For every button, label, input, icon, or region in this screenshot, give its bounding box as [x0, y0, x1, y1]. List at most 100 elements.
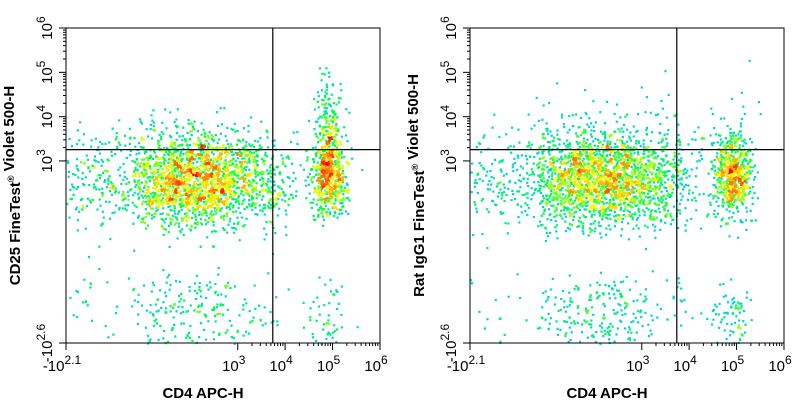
event-dot	[181, 217, 183, 219]
event-dot	[476, 146, 478, 148]
event-dot	[138, 173, 140, 175]
event-dot	[361, 169, 363, 171]
event-dot	[648, 200, 650, 202]
event-dot	[140, 163, 142, 165]
event-dot	[621, 127, 623, 129]
event-dot	[585, 197, 587, 199]
event-dot	[537, 190, 539, 192]
event-dot	[324, 73, 326, 75]
event-dot	[258, 172, 260, 174]
event-dot	[322, 186, 324, 188]
event-dot	[182, 185, 184, 187]
event-dot	[77, 169, 79, 171]
event-dot	[163, 158, 165, 160]
event-dot	[178, 180, 180, 182]
event-dot	[220, 194, 222, 196]
event-dot	[598, 222, 600, 224]
event-dot	[321, 201, 323, 203]
event-dot	[575, 114, 577, 116]
event-dot	[624, 313, 626, 315]
event-dot	[97, 161, 99, 163]
event-dot	[560, 158, 562, 160]
event-dot	[225, 295, 227, 297]
event-dot	[599, 194, 601, 196]
event-dot	[480, 151, 482, 153]
event-dot	[225, 194, 227, 196]
event-dot	[208, 143, 210, 145]
event-dot	[333, 112, 335, 114]
event-dot	[185, 179, 187, 181]
event-dot	[225, 153, 227, 155]
event-dot	[321, 208, 323, 210]
event-dot	[568, 115, 570, 117]
event-dot	[264, 189, 266, 191]
event-dot	[157, 171, 159, 173]
event-dot	[554, 145, 556, 147]
event-dot	[145, 228, 147, 230]
event-dot	[155, 318, 157, 320]
event-dot	[203, 329, 205, 331]
event-dot	[553, 137, 555, 139]
event-dot	[599, 111, 601, 113]
event-dot	[177, 306, 179, 308]
event-dot	[237, 186, 239, 188]
event-dot	[600, 237, 602, 239]
event-dot	[212, 136, 214, 138]
event-dot	[184, 213, 186, 215]
event-dot	[237, 331, 239, 333]
event-dot	[93, 183, 95, 185]
event-dot	[98, 246, 100, 248]
event-dot	[173, 316, 175, 318]
event-dot	[602, 133, 604, 135]
event-dot	[217, 169, 219, 171]
event-dot	[224, 169, 226, 171]
event-dot	[270, 176, 272, 178]
event-dot	[178, 157, 180, 159]
event-dot	[208, 194, 210, 196]
event-dot	[334, 114, 336, 116]
event-dot	[551, 173, 553, 175]
event-dot	[68, 176, 70, 178]
event-dot	[320, 205, 322, 207]
event-dot	[214, 175, 216, 177]
event-dot	[346, 140, 348, 142]
event-dot	[338, 101, 340, 103]
event-dot	[251, 185, 253, 187]
event-dot	[194, 158, 196, 160]
event-dot	[208, 155, 210, 157]
event-dot	[685, 230, 687, 232]
event-dot	[533, 156, 535, 158]
event-dot	[609, 143, 611, 145]
event-dot	[229, 175, 231, 177]
event-dot	[166, 200, 168, 202]
event-dot	[163, 234, 165, 236]
event-dot	[309, 316, 311, 318]
event-dot	[517, 216, 519, 218]
event-dot	[321, 79, 323, 81]
event-dot	[234, 171, 236, 173]
event-dot	[647, 226, 649, 228]
event-dot	[168, 183, 170, 185]
event-dot	[194, 203, 196, 205]
event-dot	[569, 129, 571, 131]
event-dot	[115, 312, 117, 314]
event-dot	[672, 158, 674, 160]
event-dot	[196, 203, 198, 205]
event-dot	[137, 181, 139, 183]
event-dot	[620, 235, 622, 237]
event-dot	[99, 153, 101, 155]
event-dot	[678, 179, 680, 181]
event-dot	[536, 152, 538, 154]
event-dot	[313, 161, 315, 163]
event-dot	[210, 188, 212, 190]
event-dot	[143, 187, 145, 189]
event-dot	[217, 157, 219, 159]
event-dot	[224, 159, 226, 161]
event-dot	[519, 297, 521, 299]
event-dot	[266, 190, 268, 192]
event-dot	[186, 311, 188, 313]
event-dot	[608, 293, 610, 295]
event-dot	[237, 174, 239, 176]
event-dot	[237, 152, 239, 154]
event-dot	[211, 166, 213, 168]
